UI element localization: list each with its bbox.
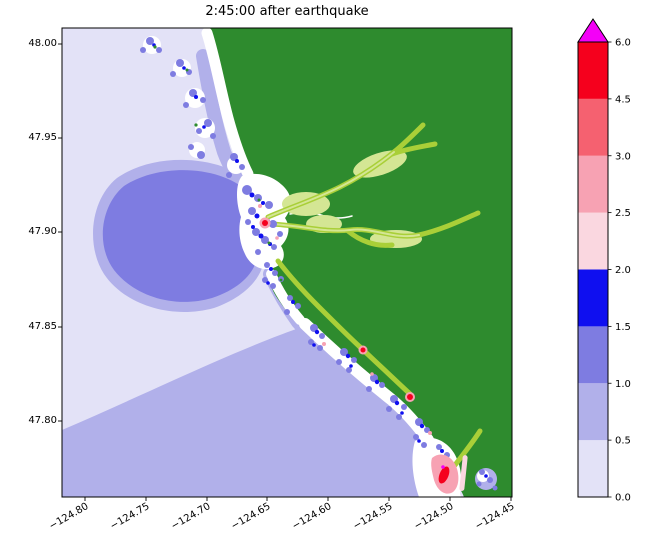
hotspot-cores	[262, 220, 450, 484]
colorbar-segments	[578, 42, 608, 497]
x-tick-label: −124.70	[169, 501, 213, 533]
colorbar-tick-label: 4.5	[615, 94, 631, 105]
y-tick-label: 47.85	[28, 321, 57, 332]
colorbar-tick-label: 1.5	[615, 322, 631, 333]
colorbar-labels: 0.0 0.5 1.0 1.5 2.0 2.5 3.0 4.5 6.0	[615, 38, 631, 504]
colorbar-tick-label: 3.0	[615, 151, 631, 162]
shoreline-strips	[201, 28, 434, 446]
map-plot	[58, 27, 513, 501]
y-tick-label: 47.90	[28, 226, 57, 237]
river-highlights	[267, 151, 420, 238]
x-tick-label: −124.80	[47, 501, 91, 533]
chart-title: 2:45:00 after earthquake	[205, 4, 369, 19]
x-tick-label: −124.60	[290, 501, 334, 533]
colorbar: 0.0 0.5 1.0 1.5 2.0 2.5 3.0 4.5 6.0	[577, 18, 631, 504]
axis-ticks	[58, 43, 512, 501]
x-tick-label: −124.45	[473, 501, 517, 533]
over-range-speck	[441, 465, 445, 469]
offshore-blob	[102, 170, 262, 302]
colorbar-tick-label: 2.5	[615, 208, 631, 219]
y-tick-label: 47.80	[28, 415, 57, 426]
y-tick-label: 47.95	[28, 132, 57, 143]
axes-frame	[61, 27, 513, 498]
colorbar-over-arrow	[577, 18, 609, 43]
colorbar-tick-label: 0.0	[615, 493, 631, 504]
x-tick-label: −124.50	[412, 501, 456, 533]
colorbar-tick-label: 0.5	[615, 436, 631, 447]
x-tick-label: −124.65	[229, 501, 273, 533]
colorbar-tick-label: 1.0	[615, 379, 631, 390]
colorbar-tick-label: 2.0	[615, 265, 631, 276]
colorbar-tick-label: 6.0	[615, 38, 631, 49]
x-tick-label: −124.75	[108, 501, 152, 533]
pale-pink-streak	[459, 455, 468, 491]
colorbar-ticks	[608, 41, 612, 498]
island-specks	[153, 45, 283, 282]
x-tick-label: −124.55	[351, 501, 395, 533]
wave-speckles-medium	[140, 37, 498, 491]
y-tick-label: 48.00	[28, 38, 57, 49]
